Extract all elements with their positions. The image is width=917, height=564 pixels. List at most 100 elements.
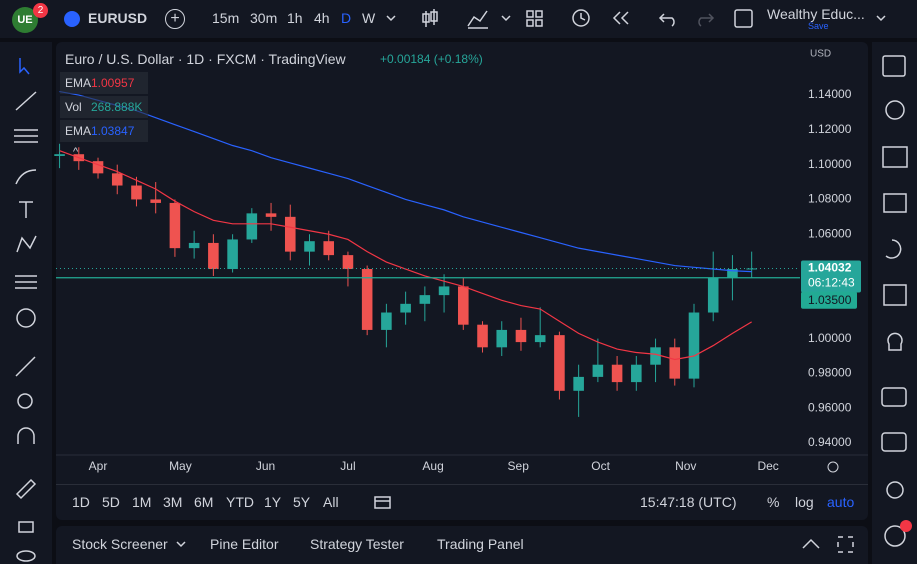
side-icon[interactable]	[883, 284, 907, 306]
clock[interactable]: 15:47:18 (UTC)	[640, 494, 737, 510]
dropdown[interactable]	[176, 541, 186, 548]
collapse-legend[interactable]: ^	[73, 146, 79, 158]
top-bar	[0, 0, 917, 38]
side-icon[interactable]	[882, 55, 906, 77]
toolbar-icon[interactable]	[422, 9, 438, 27]
tool-icon[interactable]	[19, 58, 30, 75]
tool-icon[interactable]	[15, 275, 37, 289]
side-icon[interactable]	[885, 239, 902, 259]
add-button[interactable]: +	[165, 9, 185, 29]
auto-toggle[interactable]: auto	[827, 494, 855, 510]
legend-name[interactable]: EMA	[65, 76, 92, 90]
toolbar-icon[interactable]	[698, 13, 715, 27]
x-tick-label: May	[169, 459, 192, 473]
legend-title: Euro / U.S. Dollar · 1D · FXCM · Trading…	[65, 51, 346, 67]
panel-tab[interactable]: Strategy Tester	[310, 536, 404, 552]
tool-icon[interactable]	[18, 521, 34, 533]
side-icon[interactable]	[885, 100, 905, 120]
toolbar-icon[interactable]	[734, 9, 753, 28]
layout-name[interactable]: Wealthy Educ...	[767, 6, 865, 22]
candle-body	[438, 286, 450, 296]
price-label-bg	[801, 260, 861, 293]
y-tick-label: 0.98000	[808, 366, 852, 380]
range-button[interactable]: YTD	[226, 494, 254, 510]
save-label[interactable]: Save	[808, 21, 829, 31]
toolbar-icon[interactable]	[658, 13, 675, 27]
panel-icon[interactable]	[837, 536, 854, 553]
candle-body	[688, 312, 700, 379]
panel-tab[interactable]: Trading Panel	[437, 536, 524, 552]
side-icon[interactable]	[882, 146, 908, 168]
interval-button[interactable]: 4h	[314, 10, 330, 26]
range-button[interactable]: 5D	[102, 494, 120, 510]
tool-icon[interactable]	[17, 393, 33, 409]
tool-icon[interactable]	[16, 550, 36, 562]
range-button[interactable]: All	[323, 494, 339, 510]
tool-icon[interactable]	[17, 427, 35, 444]
y-tick-label: 1.12000	[808, 122, 852, 136]
interval-button[interactable]: D	[341, 10, 352, 26]
y-tick-label: 1.08000	[808, 192, 852, 206]
log-toggle[interactable]: log	[795, 494, 814, 510]
settings-icon[interactable]	[827, 461, 839, 473]
side-icon[interactable]	[886, 481, 904, 499]
range-button[interactable]: 1M	[132, 494, 152, 510]
toolbar-icon[interactable]	[572, 9, 590, 27]
legend-row-bg	[60, 96, 148, 118]
interval-button[interactable]: 30m	[250, 10, 278, 26]
calendar-icon[interactable]	[374, 494, 392, 510]
range-button[interactable]: 1Y	[264, 494, 282, 510]
candle-body	[400, 303, 411, 313]
range-button[interactable]: 5Y	[293, 494, 311, 510]
range-button[interactable]: 3M	[163, 494, 183, 510]
y-tick-label: 1.00000	[808, 331, 852, 345]
side-icon[interactable]	[887, 332, 903, 351]
panel-icon[interactable]	[802, 538, 820, 549]
percent-toggle[interactable]: %	[767, 494, 780, 510]
notification-dot	[900, 520, 912, 532]
bottom-panel	[56, 526, 868, 564]
symbol[interactable]: EURUSD	[88, 10, 148, 26]
legend-name[interactable]: Vol	[65, 100, 82, 114]
candle-body	[419, 295, 431, 304]
interval-button[interactable]: 1h	[287, 10, 303, 26]
legend-name[interactable]: EMA	[65, 124, 92, 138]
side-icon[interactable]	[884, 525, 906, 547]
toolbar-icon[interactable]	[467, 10, 488, 29]
candle-body	[515, 329, 527, 343]
candle-body	[304, 241, 315, 252]
badge: 2	[33, 3, 48, 18]
panel-tab[interactable]: Pine Editor	[210, 536, 279, 552]
tool-icon[interactable]	[14, 129, 38, 143]
range-button[interactable]: 6M	[194, 494, 214, 510]
tool-icon[interactable]	[16, 235, 37, 253]
range-button[interactable]: 1D	[72, 494, 90, 510]
side-icon[interactable]	[881, 432, 907, 452]
dropdown[interactable]	[386, 15, 396, 22]
tool-icon[interactable]	[19, 201, 33, 218]
right-toolbar	[872, 42, 917, 564]
candle-body	[458, 286, 469, 325]
dropdown[interactable]	[501, 15, 511, 22]
x-tick-label: Sep	[508, 459, 530, 473]
interval-button[interactable]: 15m	[212, 10, 240, 26]
panel-icons	[176, 536, 854, 553]
side-icon[interactable]	[881, 387, 907, 407]
toolbar-icon[interactable]	[526, 10, 543, 27]
tool-icon[interactable]	[16, 308, 36, 328]
tool-icon[interactable]	[15, 91, 37, 111]
tool-icon[interactable]	[15, 356, 36, 377]
side-icon[interactable]	[883, 193, 907, 213]
candle-body	[265, 213, 277, 217]
candle-body	[54, 154, 65, 156]
dropdown[interactable]	[876, 15, 886, 22]
legend-value: 1.03847	[91, 124, 135, 138]
toolbar-icon[interactable]	[612, 11, 629, 25]
hline-label-bg	[801, 291, 857, 309]
tool-icon[interactable]	[15, 169, 37, 185]
interval-button[interactable]: W	[362, 10, 376, 26]
panel-tab[interactable]: Stock Screener	[72, 536, 168, 552]
tool-icon[interactable]	[15, 478, 37, 500]
